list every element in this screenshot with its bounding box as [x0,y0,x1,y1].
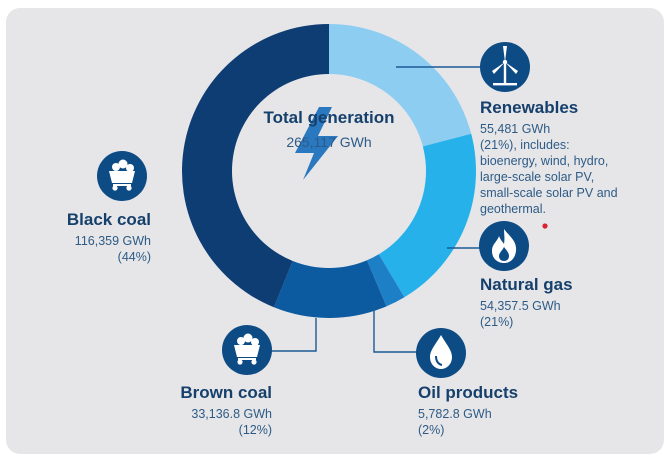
lightning-bolt-icon [295,107,338,180]
renewables-value: 55,481 GWh [480,122,551,136]
accent-dot [542,223,548,229]
donut-center-label: Total generation 265,117 GWh [229,108,429,150]
black-coal-label: Black coal 116,359 GWh (44%) [20,210,151,265]
center-value: 265,117 GWh [286,134,372,150]
center-title: Total generation [263,108,395,127]
renewables-percent: (21%), includes: bioenergy, wind, hydro,… [480,138,618,216]
oil-products-percent: (2%) [418,423,445,437]
renewables-name: Renewables [480,98,579,117]
black-coal-percent: (44%) [117,250,151,264]
natural-gas-percent: (21%) [480,315,514,329]
donut-hole [232,74,426,268]
oil-products-name: Oil products [418,383,519,402]
oil-products-value: 5,782.8 GWh [418,407,492,421]
oil-products-connector [373,302,417,353]
oil-products-label: Oil products 5,782.8 GWh (2%) [418,383,568,438]
brown-coal-percent: (12%) [238,423,272,437]
brown-coal-connector [260,318,317,352]
brown-coal-value: 33,136.8 GWh [191,407,272,421]
brown-coal-label: Brown coal 33,136.8 GWh (12%) [120,383,272,438]
natural-gas-name: Natural gas [480,275,573,294]
oil-drop-icon [416,328,466,378]
brown-coal-name: Brown coal [180,383,272,402]
wind-turbine-icon [480,42,530,92]
coal-cart-icon [97,151,147,201]
natural-gas-label: Natural gas 54,357.5 GWh (21%) [480,275,630,330]
flame-icon [479,221,529,271]
renewables-label: Renewables 55,481 GWh (21%), includes: b… [480,98,630,217]
black-coal-name: Black coal [66,210,151,229]
black-coal-value: 116,359 GWh [74,234,151,248]
coal-cart-icon [222,325,272,375]
natural-gas-value: 54,357.5 GWh [480,299,561,313]
